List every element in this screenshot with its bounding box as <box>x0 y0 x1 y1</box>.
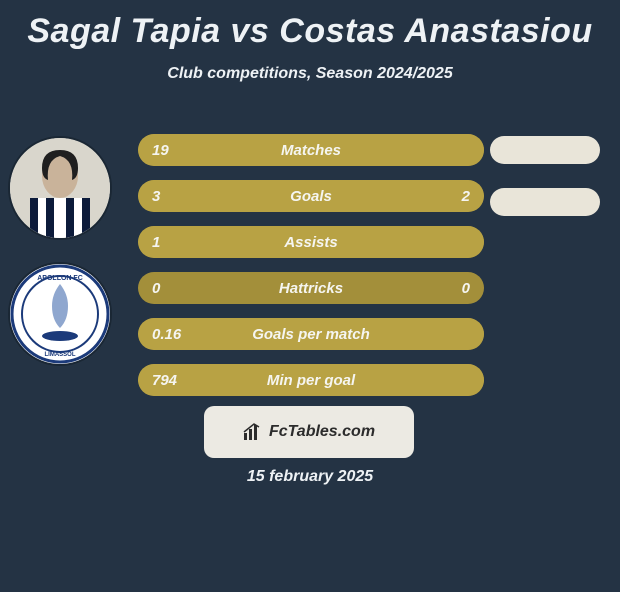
stat-label: Hattricks <box>138 272 484 304</box>
stat-row: Assists1 <box>138 226 484 258</box>
stat-row: Matches19 <box>138 134 484 166</box>
date-text: 15 february 2025 <box>0 468 620 486</box>
player-photo-placeholder <box>10 138 110 238</box>
player-avatar-2: APOLLON FC LIMASSOL <box>8 262 112 366</box>
stat-label: Goals <box>138 180 484 212</box>
right-pill-column <box>490 136 600 240</box>
player-avatar-1 <box>8 136 112 240</box>
decor-pill-1 <box>490 136 600 164</box>
svg-text:APOLLON FC: APOLLON FC <box>37 275 83 282</box>
site-logo-box[interactable]: FcTables.com <box>204 406 414 458</box>
stat-label: Goals per match <box>138 318 484 350</box>
stat-value-right: 0 <box>462 272 470 304</box>
stat-label: Assists <box>138 226 484 258</box>
stat-label: Min per goal <box>138 364 484 396</box>
stat-value-left: 0 <box>152 272 160 304</box>
subtitle: Club competitions, Season 2024/2025 <box>0 65 620 83</box>
page-title: Sagal Tapia vs Costas Anastasiou <box>0 12 620 51</box>
stat-value-left: 19 <box>152 134 169 166</box>
stat-value-right: 2 <box>462 180 470 212</box>
stat-label: Matches <box>138 134 484 166</box>
stats-rows: Matches19 Goals3 2 Assists1 Hattricks0 0 Goals… <box>138 134 484 410</box>
svg-text:LIMASSOL: LIMASSOL <box>45 352 76 358</box>
stat-row: Min per goal794 <box>138 364 484 396</box>
stat-value-left: 3 <box>152 180 160 212</box>
stat-value-left: 0.16 <box>152 318 181 350</box>
club-crest-placeholder: APOLLON FC LIMASSOL <box>10 264 110 364</box>
stat-row: Goals3 2 <box>138 180 484 212</box>
stat-row: Goals per match0.16 <box>138 318 484 350</box>
stat-value-left: 1 <box>152 226 160 258</box>
site-logo-text: FcTables.com <box>269 423 375 441</box>
stat-value-left: 794 <box>152 364 177 396</box>
chart-icon <box>243 423 263 441</box>
decor-pill-2 <box>490 188 600 216</box>
stat-row: Hattricks0 0 <box>138 272 484 304</box>
avatar-column: APOLLON FC LIMASSOL <box>8 136 112 366</box>
